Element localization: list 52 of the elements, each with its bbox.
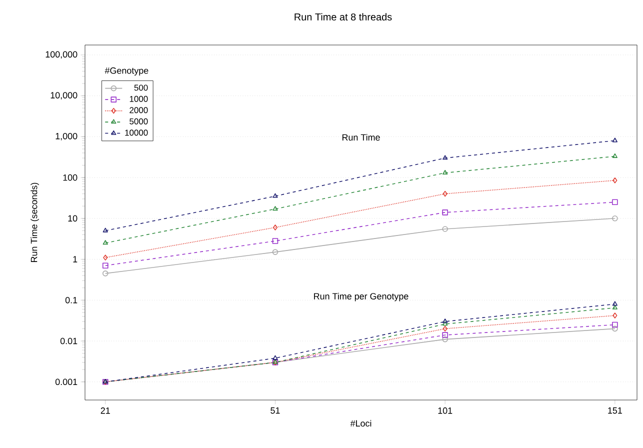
point xyxy=(612,199,618,206)
y-tick-label: 1,000 xyxy=(56,132,78,140)
annotation: Run Time per Genotype xyxy=(314,292,408,302)
y-tick-label: 100,000 xyxy=(46,51,78,59)
point xyxy=(272,206,278,211)
point xyxy=(272,224,278,230)
point xyxy=(442,336,448,342)
x-tick-label: 101 xyxy=(438,407,452,414)
point xyxy=(272,355,278,360)
point xyxy=(442,210,448,216)
legend-label: 1000 xyxy=(130,96,148,102)
y-tick-label: 0.01 xyxy=(60,338,78,344)
x-tick-label: 151 xyxy=(608,407,622,414)
legend-title: #Genotype xyxy=(104,67,148,76)
y-tick-label: 0.001 xyxy=(55,378,78,386)
point xyxy=(442,170,448,175)
legend-label: 10000 xyxy=(125,130,148,136)
point xyxy=(103,254,108,260)
y-tick-label: 1 xyxy=(73,256,78,262)
point xyxy=(612,153,618,158)
chart-title: Run Time at 8 threads xyxy=(294,13,392,20)
y-tick-label: 10 xyxy=(68,215,78,222)
point xyxy=(442,190,448,197)
point xyxy=(272,249,278,255)
x-tick-label: 21 xyxy=(100,407,110,414)
x-axis-title: #Loci xyxy=(350,420,372,427)
y-axis-title: Run Time (seconds) xyxy=(30,182,39,262)
point xyxy=(612,312,618,318)
point xyxy=(612,322,618,328)
point xyxy=(612,138,618,142)
point xyxy=(442,332,448,338)
legend-label: 5000 xyxy=(130,118,148,124)
y-tick-label: 100 xyxy=(63,174,78,181)
point xyxy=(272,238,278,244)
y-tick-label: 10,000 xyxy=(50,92,78,100)
point xyxy=(612,178,618,184)
point xyxy=(442,226,448,232)
point xyxy=(442,155,448,160)
legend-label: 2000 xyxy=(130,107,148,114)
point xyxy=(102,228,108,232)
point xyxy=(442,321,448,326)
point xyxy=(612,304,618,310)
legend-label: 500 xyxy=(134,84,148,91)
point xyxy=(102,262,108,268)
point xyxy=(272,193,278,198)
y-tick-label: 0.1 xyxy=(65,296,78,304)
x-tick-label: 51 xyxy=(270,407,280,414)
point xyxy=(442,318,448,324)
point xyxy=(102,240,108,245)
annotation: Run Time xyxy=(342,134,380,141)
point xyxy=(442,326,448,332)
point xyxy=(612,301,618,306)
